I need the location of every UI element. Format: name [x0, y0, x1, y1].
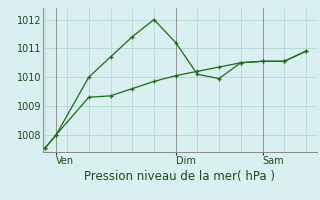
X-axis label: Pression niveau de la mer( hPa ): Pression niveau de la mer( hPa ) [84, 170, 276, 183]
